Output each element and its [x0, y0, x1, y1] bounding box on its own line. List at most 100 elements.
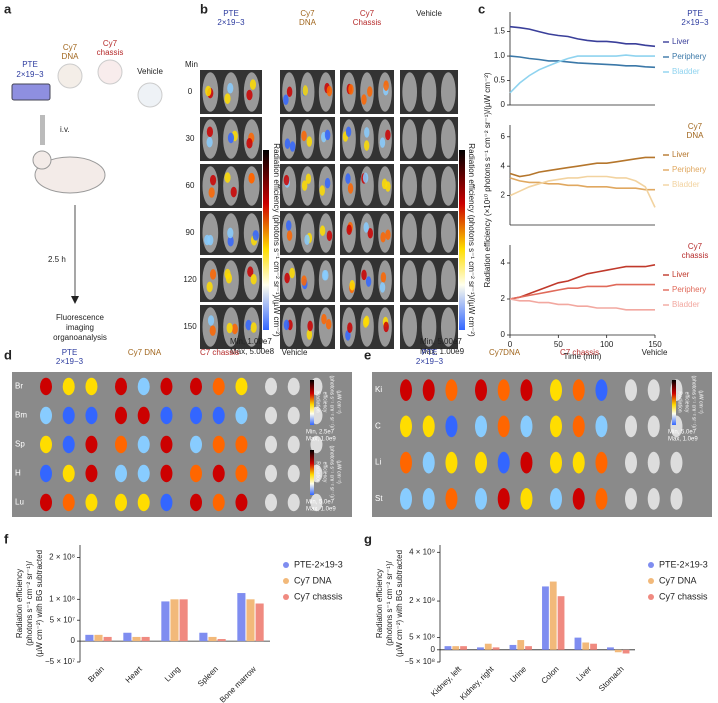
organ-image — [235, 464, 248, 483]
row-label: 150 — [183, 322, 197, 331]
signal — [380, 231, 386, 243]
organ-image — [647, 415, 660, 438]
organ-image — [647, 379, 660, 401]
signal — [286, 86, 293, 98]
signal — [250, 273, 257, 285]
bar — [549, 581, 557, 650]
signal — [361, 269, 367, 281]
label: chassis — [97, 48, 124, 57]
signal — [225, 272, 233, 284]
signal — [365, 276, 372, 287]
y-tick-label: 5 × 10⁷ — [50, 615, 75, 624]
mouse-image — [440, 260, 456, 300]
x-tick-label: Brain — [86, 665, 106, 685]
organ-image — [212, 377, 225, 396]
signal — [246, 89, 253, 101]
y-axis-label: (photons s⁻¹ cm⁻² sr⁻¹)/ — [25, 560, 34, 645]
organ-image — [550, 451, 562, 474]
organ-image — [422, 415, 435, 438]
x-tick-label: Heart — [124, 664, 145, 685]
y-tick-label: 4 — [501, 161, 506, 170]
x-tick-label: 150 — [648, 340, 662, 349]
mouse-image — [282, 119, 297, 159]
signal — [207, 234, 214, 246]
group-label: Cy7 DNA — [128, 348, 162, 357]
signal — [209, 325, 216, 336]
colorbar-label: Radiation — [315, 391, 321, 412]
signal — [364, 127, 370, 138]
signal — [345, 173, 351, 184]
y-tick-label: −5 × 10⁷ — [45, 657, 75, 666]
mouse-image — [421, 260, 437, 300]
mouse-image — [402, 307, 418, 347]
organ-image — [190, 493, 202, 512]
organ-image — [40, 377, 52, 396]
y-tick-label: 1.0 — [494, 51, 506, 60]
signal — [323, 269, 329, 281]
colorbar-label: efficiency — [322, 392, 328, 413]
series-line — [509, 175, 656, 208]
organ-image — [115, 464, 127, 483]
y-tick-label: 2 — [501, 294, 506, 303]
mouse-image — [440, 307, 456, 347]
group-label: Cy7 — [360, 9, 375, 18]
organ-image — [235, 435, 248, 454]
legend-label: Periphery — [672, 285, 706, 294]
bar — [509, 644, 517, 650]
label: Cy7 — [63, 43, 78, 52]
signal — [247, 266, 254, 277]
signal — [248, 173, 255, 184]
legend-label: Cy7 DNA — [294, 575, 332, 585]
legend-label: PTE-2×19-3 — [294, 559, 343, 569]
organ-image — [265, 464, 277, 483]
panel-label: b — [200, 1, 208, 16]
y-tick-label: 4 — [501, 258, 506, 267]
legend-label: Liver — [672, 150, 690, 159]
organ-image — [137, 493, 150, 512]
organ-image — [137, 435, 150, 454]
organ-image — [670, 451, 683, 474]
x-tick-label: 100 — [600, 340, 614, 349]
label: i.v. — [60, 125, 70, 134]
mouse-image — [402, 213, 418, 253]
image-background — [372, 372, 712, 517]
organ-image — [422, 451, 435, 474]
series-line — [509, 264, 656, 300]
signal — [304, 234, 310, 246]
signal — [306, 136, 313, 147]
y-axis-label: (µW cm⁻²) with BG subtracted — [35, 550, 44, 657]
icon — [137, 82, 163, 108]
panel-label: a — [4, 1, 12, 16]
mouse-image — [342, 119, 356, 159]
signal — [361, 94, 367, 105]
signal — [379, 137, 386, 148]
organ-image — [595, 488, 608, 510]
colorbar — [459, 150, 465, 330]
x-tick-label: Kidney, right — [458, 664, 496, 702]
y-axis-label: Radiation efficiency — [375, 569, 384, 638]
organ-image — [85, 406, 98, 425]
signal — [307, 320, 313, 332]
mouse-image — [402, 119, 418, 159]
group-label: PTE — [422, 348, 438, 357]
organ-image — [40, 493, 52, 512]
organ-image — [400, 415, 412, 438]
y-tick-label: −5 × 10⁸ — [404, 657, 435, 666]
signal — [285, 220, 292, 231]
y-axis-label: Radiation efficiency (×10¹⁰ photons s⁻¹ … — [483, 72, 492, 287]
bar — [517, 640, 525, 650]
x-tick-label: Urine — [508, 664, 528, 684]
mouse-image — [402, 260, 418, 300]
series-line — [509, 177, 655, 191]
organ-image — [235, 406, 248, 425]
signal — [301, 275, 307, 286]
colorbar — [263, 150, 269, 330]
row-label: 30 — [186, 134, 195, 143]
colorbar-label: (µW cm⁻²) — [336, 460, 342, 484]
organ-image — [625, 451, 637, 474]
signal — [224, 172, 231, 183]
signal — [301, 180, 308, 191]
mouse — [34, 156, 106, 194]
organ-image — [190, 464, 202, 483]
